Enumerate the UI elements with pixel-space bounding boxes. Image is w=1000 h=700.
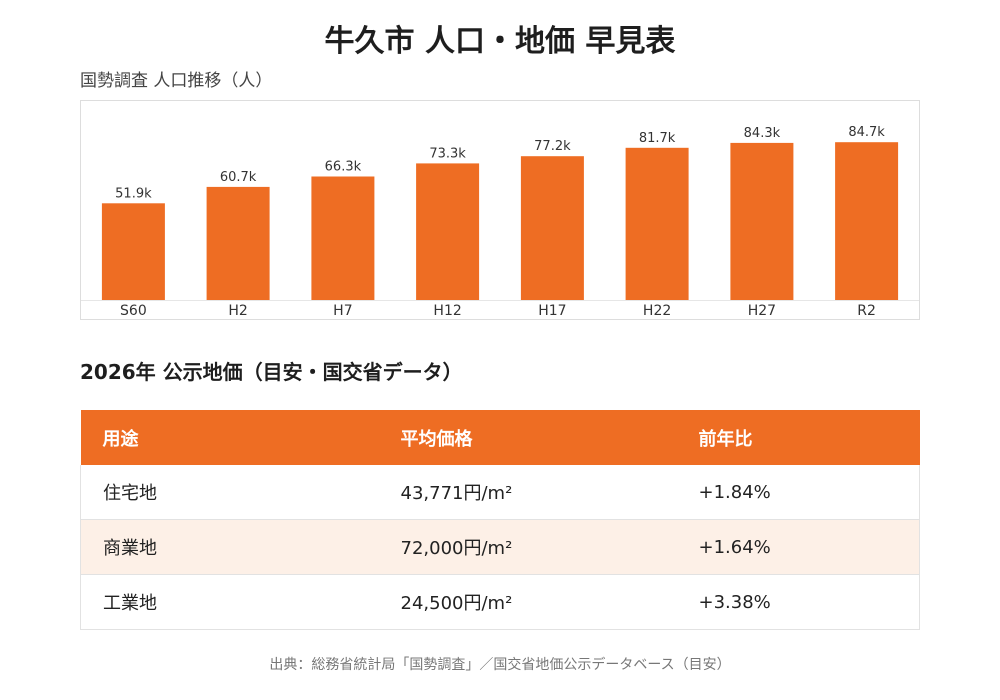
row-usage: 工業地 <box>80 574 379 630</box>
chart-bar <box>416 163 480 300</box>
source-note: 出典：総務省統計局「国勢調査」／国交省地価公示データベース（目安） <box>269 657 731 673</box>
table-row: 住宅地 43,771円/m² +1.84% <box>80 465 920 520</box>
row-usage: 住宅地 <box>80 465 379 520</box>
page-title: 牛久市 人口・地価 早見表 <box>324 24 676 59</box>
row-yoy: +3.38% <box>676 574 920 630</box>
chart-tick-label: R2 <box>857 303 876 319</box>
chart-tick-label: H27 <box>748 303 776 319</box>
chart-bar <box>835 142 899 300</box>
chart-bar <box>311 176 375 300</box>
row-avg-price: 43,771円/m² <box>378 465 677 520</box>
row-yoy: +1.64% <box>676 519 920 575</box>
table-row: 工業地 24,500円/m² +3.38% <box>80 574 920 630</box>
chart-tick-label: H12 <box>433 303 461 319</box>
chart-data-label: 84.7k <box>848 125 885 140</box>
row-avg-price: 24,500円/m² <box>378 574 677 630</box>
chart-data-label: 51.9k <box>115 186 152 201</box>
chart-data-label: 84.3k <box>744 126 781 141</box>
table-header-row: 用途 平均価格 前年比 <box>80 410 920 465</box>
chart-tick-label: H7 <box>333 303 352 319</box>
chart-tick-label: H2 <box>228 303 247 319</box>
chart-data-label: 66.3k <box>325 160 362 175</box>
chart-bar <box>730 142 794 300</box>
chart-tick-label: S60 <box>120 303 147 319</box>
row-yoy: +1.84% <box>676 465 920 520</box>
land-price-title: 2026年 公示地価（目安・国交省データ） <box>80 360 463 384</box>
chart-tick-label: H17 <box>538 303 566 319</box>
chart-bar <box>625 147 689 300</box>
row-usage: 商業地 <box>80 519 379 575</box>
chart-data-label: 73.3k <box>429 146 466 161</box>
table-row: 商業地 72,000円/m² +1.64% <box>80 519 920 575</box>
chart-bar <box>520 156 584 300</box>
chart-data-label: 81.7k <box>639 131 676 146</box>
row-avg-price: 72,000円/m² <box>378 519 677 575</box>
population-chart: 51.9k S60 60.7k H2 66.3k H7 73.3k H12 77.2k H17 81… <box>80 100 920 320</box>
chart-title: 国勢調査 人口推移（人） <box>80 71 273 91</box>
chart-bar <box>101 203 165 300</box>
header-avg-price: 平均価格 <box>378 410 677 465</box>
chart-bar <box>206 186 270 300</box>
chart-data-label: 60.7k <box>220 170 257 185</box>
chart-tick-label: H22 <box>643 303 671 319</box>
land-price-table: 用途 平均価格 前年比 住宅地 43,771円/m² +1.84% 商業地 72… <box>80 410 920 630</box>
header-yoy: 前年比 <box>676 410 920 465</box>
population-chart-svg: 51.9k S60 60.7k H2 66.3k H7 73.3k H12 77.2k H17 81… <box>81 125 919 319</box>
header-usage: 用途 <box>80 410 379 465</box>
chart-data-label: 77.2k <box>534 139 571 154</box>
